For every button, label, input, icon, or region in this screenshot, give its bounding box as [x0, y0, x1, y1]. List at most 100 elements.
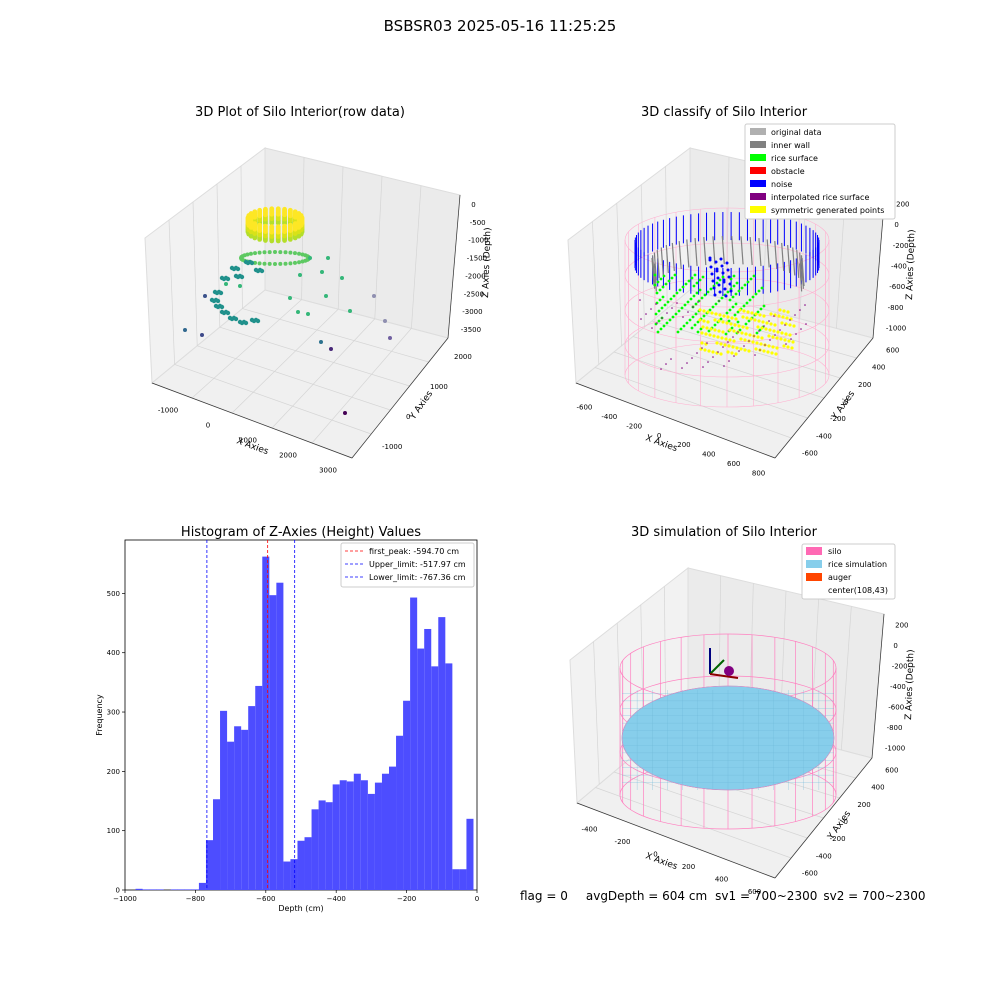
scatter-point — [372, 294, 376, 298]
symmetric-point — [727, 344, 731, 348]
rice-surface-point — [735, 281, 739, 285]
rice-surface-point — [719, 317, 723, 321]
symmetric-point — [780, 321, 784, 325]
noise-point — [721, 271, 725, 275]
noise-point — [723, 287, 727, 291]
grid-line — [242, 308, 429, 363]
interpolated-point — [743, 345, 745, 347]
rice-surface-point — [746, 280, 750, 284]
rice-surface-point — [709, 287, 713, 291]
rice-surface-point — [667, 279, 671, 283]
grid-line — [632, 336, 825, 399]
rice-surface-point — [742, 304, 746, 308]
histogram-bar — [445, 663, 453, 890]
interpolated-point — [768, 320, 770, 322]
x-tick-label: -200 — [626, 422, 642, 430]
symmetric-point — [732, 339, 736, 343]
histogram-bar — [325, 802, 333, 890]
interpolated-point — [696, 352, 698, 354]
rice-surface-point — [745, 301, 749, 305]
histogram-bar — [135, 888, 143, 890]
interpolated-point — [773, 315, 775, 317]
grid-line — [168, 219, 175, 365]
rice-surface-point — [755, 331, 759, 335]
noise-point — [715, 269, 719, 273]
rice-surface-point — [694, 302, 698, 306]
x-tick-label: 0 — [206, 422, 210, 430]
histogram-bar — [424, 628, 432, 890]
symmetric-point — [790, 346, 794, 350]
symmetric-point — [726, 350, 730, 354]
interpolated-point — [712, 356, 714, 358]
grid-line — [337, 166, 344, 310]
rice-surface-point — [690, 276, 694, 280]
interpolated-point — [682, 316, 684, 318]
histogram-bar — [184, 889, 192, 890]
x-axis-label: Depth (cm) — [278, 904, 323, 913]
histogram-bar — [262, 556, 270, 890]
scatter-point — [219, 304, 225, 310]
rice-surface-point — [748, 298, 752, 302]
y-tick-label: -200 — [830, 415, 846, 423]
y-tick-label: 200 — [857, 801, 870, 809]
grid-line — [613, 771, 808, 839]
symmetric-point — [741, 315, 745, 319]
histogram-bar — [304, 837, 312, 890]
scatter-point — [257, 207, 263, 213]
rice-surface-point — [695, 291, 699, 295]
histogram-bar — [403, 700, 411, 890]
symmetric-point — [709, 327, 713, 331]
rice-surface-point — [725, 311, 729, 315]
rice-surface-point — [727, 319, 731, 323]
symmetric-point — [710, 311, 714, 315]
symmetric-point — [706, 310, 710, 314]
symmetric-point — [758, 313, 762, 317]
interpolated-point — [805, 323, 807, 325]
scatter-point — [255, 318, 261, 324]
rice-surface-point — [734, 292, 738, 296]
scatter-point — [235, 266, 241, 272]
symmetric-point — [716, 335, 720, 339]
legend: first_peak: -594.70 cm Upper_limit: -517.… — [340, 542, 475, 588]
symmetric-point — [728, 338, 732, 342]
noise-point — [711, 279, 715, 283]
interpolated-point — [692, 306, 694, 308]
y-tick-label: 500 — [107, 590, 120, 598]
symmetric-point — [780, 331, 784, 335]
legend-swatch — [750, 206, 766, 213]
z-tick-label: -2500 — [464, 290, 484, 298]
legend-swatch — [806, 560, 822, 568]
symmetric-point — [735, 346, 739, 350]
scatter-point — [257, 222, 263, 228]
histogram-bar — [339, 780, 347, 890]
legend-swatch — [750, 180, 766, 187]
rice-surface-point — [659, 327, 663, 331]
x-tick-label: −600 — [256, 895, 275, 903]
interpolated-point — [687, 311, 689, 313]
interpolated-point — [732, 336, 734, 338]
symmetric-point — [764, 327, 768, 331]
x-tick-label: 400 — [715, 875, 728, 883]
interpolated-point — [707, 361, 709, 363]
rice-surface-point — [711, 305, 715, 309]
scatter-point — [269, 206, 275, 212]
symmetric-point — [708, 333, 712, 337]
z-tick-label: -400 — [890, 683, 906, 691]
scatter-point — [245, 252, 250, 257]
z-axis-line — [871, 613, 885, 759]
x-axis-line — [151, 382, 353, 459]
symmetric-point — [769, 312, 773, 316]
z-tick-label: -800 — [887, 724, 903, 732]
grid-line — [613, 351, 808, 419]
y-tick-label: 600 — [886, 347, 899, 355]
grid-line — [219, 326, 410, 387]
legend-label: Lower_limit: -767.36 cm — [369, 573, 466, 582]
symmetric-point — [754, 347, 758, 351]
rice-surface-point — [726, 290, 730, 294]
legend-label: obstacle — [771, 167, 805, 176]
rice-surface-point — [728, 308, 732, 312]
rice-surface-point — [653, 283, 657, 287]
scatter-point — [300, 259, 305, 264]
symmetric-point — [714, 312, 718, 316]
x-axis-label: X Axies — [644, 433, 679, 454]
